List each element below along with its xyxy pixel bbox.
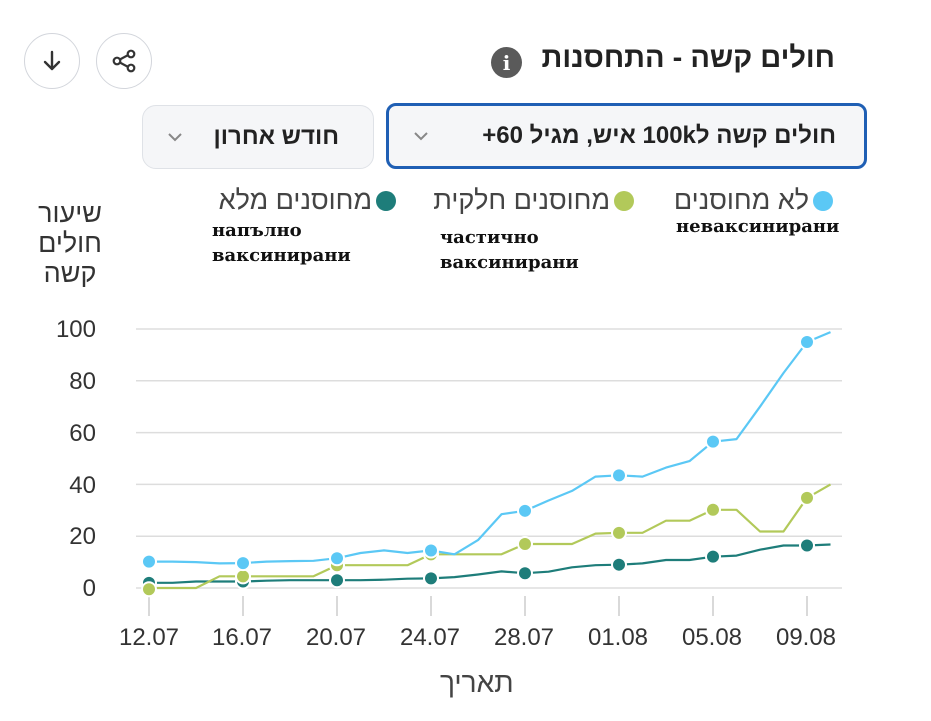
share-icon [112, 49, 136, 73]
data-point [705, 433, 721, 450]
annotation-full: напълно ваксинирани [212, 218, 351, 268]
y-tick-label: 40 [69, 472, 96, 499]
download-button[interactable] [24, 33, 80, 89]
metric-select-value: חולים קשה ל100k איש, מגיל 60+ [482, 122, 836, 149]
x-tick-label: 05.08 [681, 624, 743, 651]
y-axis-label: שיעור חולים קשה [38, 198, 102, 288]
y-tick-label: 60 [69, 420, 96, 447]
y-tick-label: 80 [69, 368, 96, 395]
range-select[interactable]: חודש אחרון [142, 105, 374, 169]
x-tick-label: 28.07 [493, 624, 555, 651]
x-tick-label: 16.07 [211, 624, 273, 651]
data-point [705, 548, 721, 565]
annotation-partial: частично ваксинирани [440, 225, 579, 275]
data-point [799, 537, 815, 554]
legend-dot [614, 190, 634, 211]
data-point [423, 542, 439, 559]
x-tick-label: 12.07 [118, 624, 180, 651]
info-icon[interactable]: i [491, 47, 522, 78]
legend-label: לא מחוסנים [673, 185, 809, 215]
legend-label: מחוסנים מלא [218, 185, 372, 215]
page-title: חולים קשה - התחסנות [541, 42, 835, 74]
y-tick-label: 0 [82, 575, 96, 602]
legend-dot [813, 190, 833, 211]
data-point [611, 524, 627, 541]
data-point [517, 535, 533, 552]
chevron-down-icon [414, 132, 428, 141]
data-point [799, 333, 815, 350]
x-tick-label: 20.07 [305, 624, 367, 651]
x-tick-label: 09.08 [775, 624, 837, 651]
data-point [517, 565, 533, 582]
data-point [799, 489, 815, 506]
x-tick-label: 24.07 [399, 624, 461, 651]
x-axis-label: תאריך [440, 667, 514, 698]
legend-label: מחוסנים חלקית [433, 185, 610, 215]
data-point [611, 556, 627, 573]
data-point [329, 550, 345, 567]
series-line [149, 331, 831, 565]
chevron-down-icon [168, 133, 182, 142]
data-point [235, 555, 251, 572]
y-tick-label: 20 [69, 523, 96, 550]
share-button[interactable] [96, 33, 152, 89]
legend-item-full[interactable]: מחוסנים מלא [219, 185, 396, 216]
data-point [329, 572, 345, 589]
annotation-line: ваксинирани [440, 252, 579, 273]
data-point [517, 502, 533, 519]
data-point [423, 570, 439, 587]
legend-item-partial[interactable]: מחוסנים חלקית [433, 185, 634, 216]
data-point [141, 553, 157, 570]
x-tick-label: 01.08 [587, 624, 649, 651]
annotation-unvax: неваксинирани [676, 214, 839, 239]
annotation-line: неваксинирани [676, 216, 840, 237]
legend-item-unvaccinated[interactable]: לא מחוסנים [674, 185, 833, 216]
annotation-line: частично [440, 227, 539, 248]
annotation-line: ваксинирани [212, 245, 351, 266]
data-point [611, 467, 627, 484]
data-point [141, 581, 157, 598]
data-point [705, 501, 721, 518]
data-point [235, 568, 251, 585]
download-icon [43, 50, 61, 71]
annotation-line: напълно [212, 220, 302, 241]
legend-dot [376, 190, 396, 211]
y-tick-label: 100 [55, 316, 96, 343]
range-select-value: חודש אחרון [213, 123, 340, 150]
metric-select[interactable]: חולים קשה ל100k איש, מגיל 60+ [386, 103, 867, 169]
